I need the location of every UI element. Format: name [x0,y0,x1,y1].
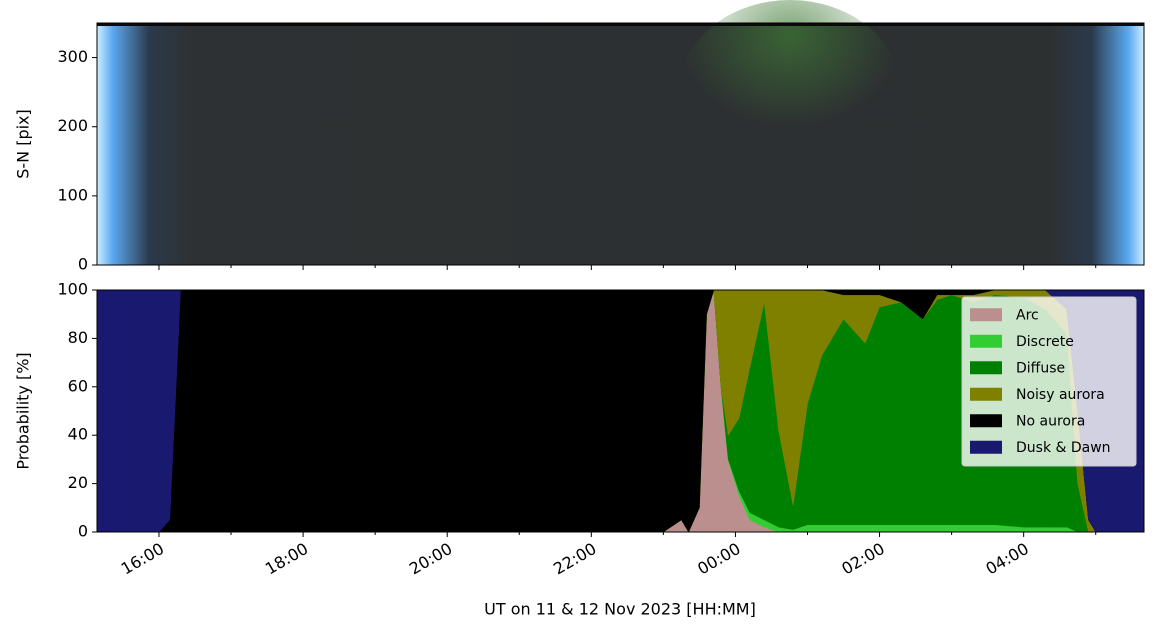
y-tick-label: 100 [57,280,88,299]
legend-swatch [970,361,1002,375]
legend-swatch [970,440,1002,454]
y-tick-label: 0 [78,255,88,274]
legend-label: Noisy aurora [1016,387,1105,403]
legend-swatch [970,414,1002,428]
y-tick-label: 80 [68,328,88,347]
keogram-image [97,23,1144,265]
x-tick-label: 00:00 [694,539,743,579]
x-tick-label: 18:00 [262,539,311,579]
legend: Arc Discrete Diffuse Noisy aurora No aurora D… [961,296,1137,467]
x-axis-label: UT on 11 & 12 Nov 2023 [HH:MM] [484,600,756,619]
x-tick-label: 02:00 [838,539,887,579]
axes-frame [96,289,1145,533]
axes-frame [96,22,1145,266]
keogram-edge [97,23,1144,26]
y-tick-label: 300 [57,47,88,66]
legend-swatch [970,334,1002,348]
x-tick-label: 22:00 [550,539,599,579]
y-tick-label: 60 [68,376,88,395]
x-tick-label: 20:00 [406,539,455,579]
y-tick-label: 100 [57,185,88,204]
keogram-aurora-glow [680,0,900,180]
legend-label: Arc [1016,307,1039,323]
legend-label: Discrete [1016,334,1074,350]
legend-box [961,296,1137,467]
x-tick-label: 16:00 [118,539,167,579]
y-tick-label: 40 [68,425,88,444]
y-tick-label: 0 [78,522,88,541]
legend-swatch [970,387,1002,401]
legend-label: Dusk & Dawn [1016,440,1111,456]
legend-swatch [970,308,1002,322]
y-axis-label: S-N [pix] [14,109,33,179]
x-tick-label: 04:00 [982,539,1031,579]
y-tick-label: 20 [68,473,88,492]
keogram-panel: S-N [pix] [14,0,1145,266]
y-tick-label: 200 [57,116,88,135]
legend-label: Diffuse [1016,360,1065,376]
y-axis-label: Probability [%] [14,352,33,469]
legend-label: No aurora [1016,413,1085,429]
